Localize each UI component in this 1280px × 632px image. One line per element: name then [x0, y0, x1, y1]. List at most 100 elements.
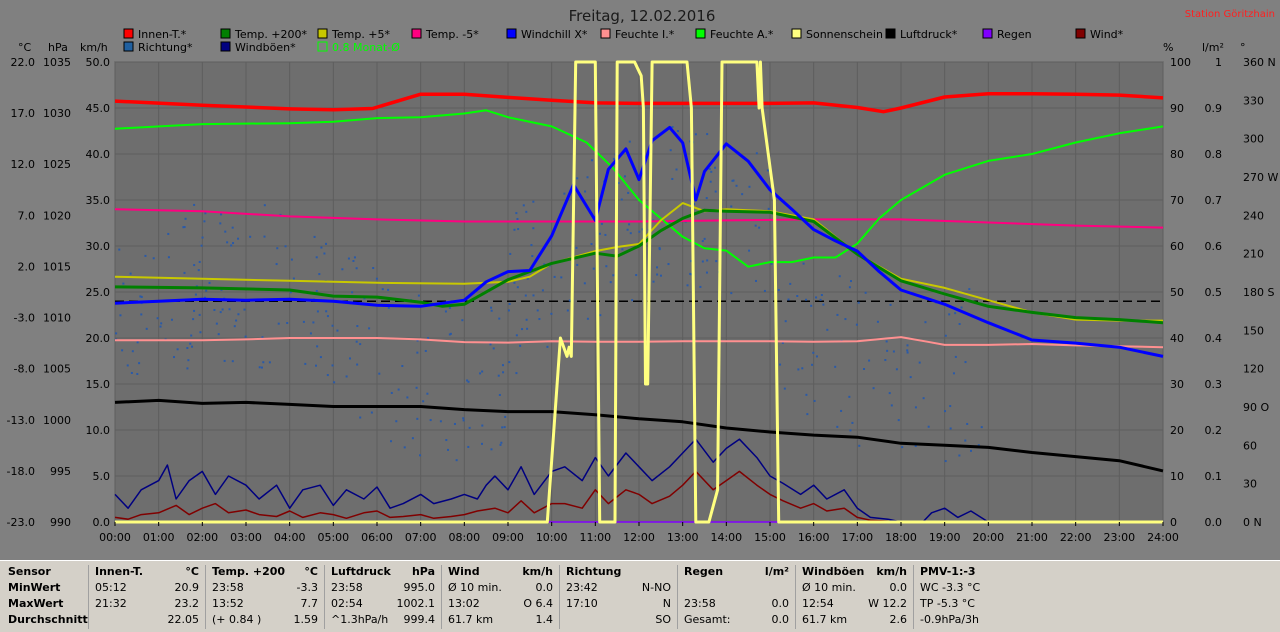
y-tick-humidity: 60 [1170, 240, 1184, 253]
direction-dot [890, 404, 893, 407]
x-tick-label: 00:00 [99, 531, 131, 544]
y-tick-wind: 45.0 [86, 102, 111, 115]
direction-dot [183, 271, 186, 274]
y-tick-direction: 360 N [1243, 56, 1276, 69]
y-tick-temp: 22.0 [11, 56, 36, 69]
direction-dot [126, 364, 129, 367]
x-tick-label: 04:00 [274, 531, 306, 544]
direction-dot [515, 372, 518, 375]
stats-row-avg-label: Durchschnitt [8, 613, 88, 626]
direction-dot [949, 405, 952, 408]
plot-area [114, 60, 1164, 524]
direction-dot [964, 361, 967, 364]
stats-wind-max-value: O 6.4 [523, 597, 553, 610]
x-tick-label: 18:00 [885, 531, 917, 544]
legend-swatch [123, 28, 134, 39]
direction-dot [416, 417, 419, 420]
direction-dot [390, 391, 393, 394]
direction-dot [200, 244, 203, 247]
direction-dot [710, 170, 713, 173]
y-tick-direction: 60 [1243, 439, 1257, 452]
stats-innen-header: Innen-T. [95, 565, 144, 578]
series-line-temp-5 [114, 208, 1164, 229]
direction-dot [689, 272, 692, 275]
direction-dot [886, 349, 889, 352]
y-tick-temp: -8.0 [14, 363, 35, 376]
direction-dot [156, 317, 159, 320]
direction-dot [263, 235, 266, 238]
y-tick-humidity: 10 [1170, 470, 1184, 483]
direction-dot [336, 329, 339, 332]
direction-dot [504, 415, 507, 418]
direction-dot [550, 312, 553, 315]
stats-col-windboeen: Windböen km/h Ø 10 min. 0.0 12:54 W 12.2 61… [796, 565, 914, 629]
direction-dot [372, 267, 375, 270]
direction-dot [714, 190, 717, 193]
stats-wind-max-time: 13:02 [448, 597, 480, 610]
direction-dot [914, 445, 917, 448]
direction-dot [345, 375, 348, 378]
y-tick-direction: 30 [1243, 478, 1257, 491]
direction-dot [789, 282, 792, 285]
direction-dot [844, 318, 847, 321]
direction-dot [815, 355, 818, 358]
series-line-innen-t [114, 91, 1164, 114]
y-tick-rain: 0.5 [1205, 286, 1223, 299]
direction-dot [868, 359, 871, 362]
y-tick-direction: 120 [1243, 363, 1264, 376]
direction-dot [333, 381, 336, 384]
stats-richtung-header: Richtung [566, 565, 622, 578]
stats-wind-min-value: 0.0 [535, 581, 554, 594]
direction-dot [758, 226, 761, 229]
direction-dot [189, 342, 192, 345]
stats-windboeen-min-note: Ø 10 min. [802, 581, 856, 594]
direction-dot [481, 370, 484, 373]
axes: 00:00 01:00 02:00 03:00 04:00 05:00 06:00 07:00… [7, 56, 1279, 544]
direction-dot [901, 446, 904, 449]
direction-dot [797, 368, 800, 371]
direction-dot [490, 309, 493, 312]
direction-dot [784, 320, 787, 323]
direction-dot [857, 301, 860, 304]
direction-dot [715, 260, 718, 263]
legend-label: Temp. +5* [331, 28, 391, 41]
direction-dot [304, 362, 307, 365]
legend-label: Wind* [1090, 28, 1124, 41]
direction-dot [199, 331, 202, 334]
direction-dot [401, 365, 404, 368]
direction-dot [872, 387, 875, 390]
stats-luftdruck-trend: ^1.3hPa/h [331, 613, 389, 626]
direction-dot [576, 263, 579, 266]
direction-dot [193, 309, 196, 312]
direction-dot [621, 248, 624, 251]
direction-dot [284, 245, 287, 248]
direction-dot [219, 222, 222, 225]
direction-dot [543, 263, 546, 266]
direction-dot [669, 149, 672, 152]
direction-dot [626, 228, 629, 231]
y-tick-humidity: 50 [1170, 286, 1184, 299]
direction-dot [449, 332, 452, 335]
direction-dot [546, 345, 549, 348]
direction-dot [944, 460, 947, 463]
stats-regen-max-value: 0.0 [771, 597, 790, 610]
direction-dot [590, 243, 593, 246]
direction-dot [748, 185, 751, 188]
statistics-panel: Sensor MinWert MaxWert Durchschnitt Inne… [0, 560, 1280, 632]
direction-dot [566, 309, 569, 312]
direction-dot [231, 226, 234, 229]
direction-dot [349, 357, 352, 360]
direction-dot [479, 372, 482, 375]
legend-label: Innen-T.* [138, 28, 187, 41]
direction-dot [448, 306, 451, 309]
direction-dot [805, 393, 808, 396]
direction-dot [221, 308, 224, 311]
direction-dot [885, 340, 888, 343]
direction-dot [855, 323, 858, 326]
direction-dot [834, 365, 837, 368]
direction-dot [192, 318, 195, 321]
direction-dot [152, 257, 155, 260]
axis-unit-lm2: l/m² [1202, 41, 1224, 54]
direction-dot [705, 271, 708, 274]
direction-dot [524, 294, 527, 297]
